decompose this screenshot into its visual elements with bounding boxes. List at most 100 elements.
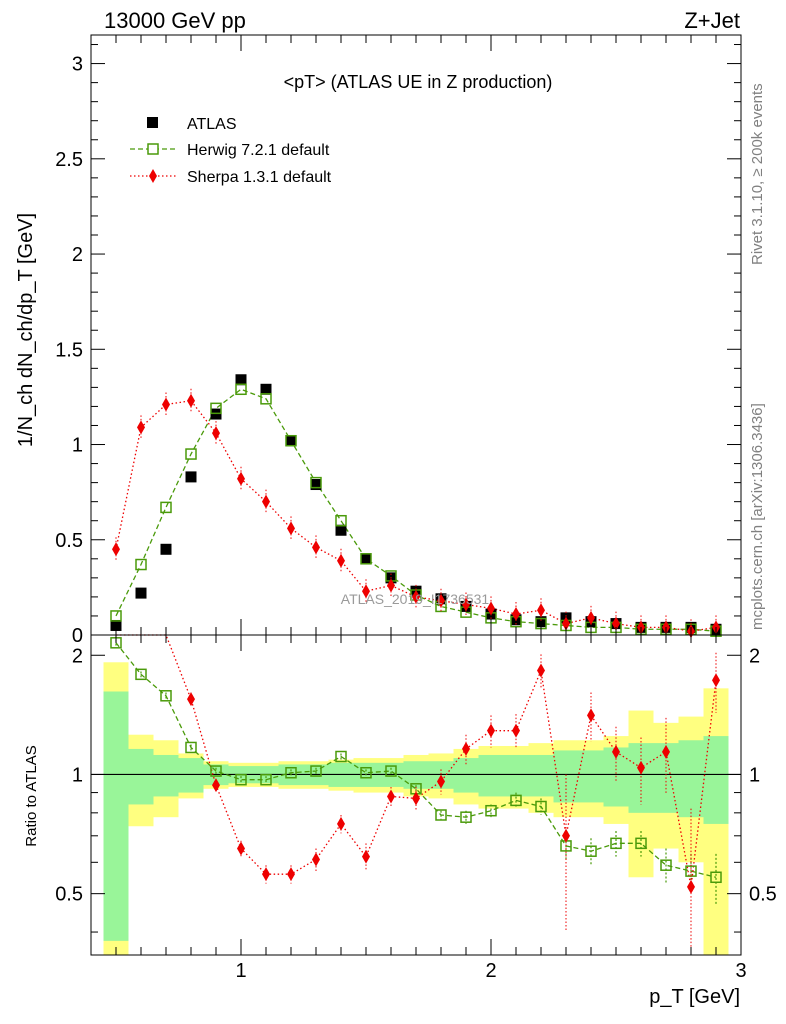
ratio-sherpa-point: [487, 723, 495, 738]
ratio-sherpa-point: [512, 723, 520, 738]
ratio-herwig-point: [260, 773, 272, 786]
ratio-sherpa-point: [412, 791, 420, 806]
main-title: <pT> (ATLAS UE in Z production): [284, 72, 553, 92]
sherpa-point: [187, 393, 195, 408]
sherpa-point: [487, 601, 495, 616]
herwig-point: [285, 434, 297, 447]
atlas-point: [285, 435, 297, 447]
ratio-plot-area: [91, 634, 741, 955]
green-band: [103, 691, 129, 941]
green-band: [178, 758, 204, 793]
ratio-sherpa-point: [662, 744, 670, 759]
legend-herwig-marker: [147, 143, 159, 155]
green-band: [153, 754, 179, 797]
sherpa-point: [162, 397, 170, 412]
herwig-point: [360, 553, 372, 565]
x-tick-label: 1: [235, 960, 246, 982]
sherpa-point: [362, 584, 370, 599]
ratio-y-tick-label: 0.5: [55, 884, 83, 906]
header-right: Z+Jet: [684, 8, 740, 33]
sherpa-point: [537, 603, 545, 618]
ratio-herwig-point: [285, 766, 297, 779]
ratio-sherpa-point: [462, 741, 470, 756]
sherpa-point: [387, 578, 395, 593]
atlas-point: [235, 374, 247, 386]
ratio-herwig-point: [360, 766, 372, 779]
ratio-herwig-point: [335, 750, 347, 763]
ratio-sherpa-point: [587, 708, 595, 723]
atlas-point: [135, 587, 147, 599]
atlas-point: [260, 383, 272, 395]
ratio-herwig-point: [510, 794, 522, 807]
ratio-axes: 0.5 0.5 1 1 2 2 1 2 3: [55, 634, 777, 982]
herwig-point: [160, 501, 172, 514]
ratio-sherpa-point: [362, 849, 370, 864]
ratio-sherpa-point: [237, 841, 245, 856]
ratio-herwig-point: [235, 773, 247, 786]
herwig-point: [235, 383, 247, 396]
main-y-tick-label: 1: [72, 435, 83, 457]
ratio-sherpa-point: [287, 867, 295, 882]
ratio-herwig-point: [610, 837, 622, 850]
green-band: [703, 736, 729, 824]
ratio-sherpa-point: [712, 673, 720, 688]
sherpa-point: [412, 589, 420, 604]
legend-sherpa-label: Sherpa 1.3.1 default: [187, 169, 332, 186]
atlas-point: [335, 524, 347, 536]
ratio-y-tick-label-right: 0.5: [749, 884, 777, 906]
herwig-point: [260, 393, 272, 405]
main-panel: ATLAS_2019_I1736531 <pT> (ATLAS UE in Z …: [15, 34, 742, 647]
sherpa-point: [237, 471, 245, 486]
main-axes: 0 0.5 1 1.5 2 2.5 3: [55, 34, 742, 647]
herwig-point: [185, 448, 197, 460]
main-y-tick-label: 3: [72, 54, 83, 76]
sherpa-point: [287, 521, 295, 536]
ratio-sherpa-point: [187, 692, 195, 707]
legend-herwig-label: Herwig 7.2.1 default: [187, 142, 330, 159]
sherpa-point: [337, 553, 345, 568]
ratio-herwig-point: [185, 741, 197, 754]
ratio-sherpa-point: [437, 774, 445, 789]
green-band: [478, 754, 504, 797]
ratio-herwig-point: [135, 668, 147, 681]
ratio-herwig-point: [210, 765, 222, 777]
sherpa-point: [262, 494, 270, 509]
main-y-tick-label: 0.5: [55, 530, 83, 552]
main-y-tick-label: 2: [72, 244, 83, 266]
ratio-y-tick-label-right: 1: [749, 764, 760, 786]
legend-sherpa-marker: [149, 169, 157, 183]
green-band: [528, 754, 554, 797]
legend-atlas-marker: [147, 117, 158, 128]
ratio-herwig-point: [385, 765, 397, 777]
sherpa-point: [462, 597, 470, 612]
ratio-sherpa-point: [387, 789, 395, 804]
ratio-sherpa-point: [537, 663, 545, 678]
main-y-tick-label: 1.5: [55, 339, 83, 361]
atlas-point: [535, 616, 547, 628]
green-band: [503, 754, 529, 797]
atlas-point: [160, 543, 172, 555]
watermark: ATLAS_2019_I1736531: [341, 591, 490, 607]
ratio-herwig-point: [435, 809, 447, 821]
green-band: [128, 748, 154, 805]
ratio-sherpa-point: [337, 816, 345, 831]
sherpa-point: [587, 610, 595, 625]
ratio-sherpa-point: [687, 879, 695, 894]
ratio-sherpa-point: [612, 744, 620, 759]
legend-atlas-label: ATLAS: [187, 116, 237, 133]
sherpa-point: [212, 426, 220, 441]
main-y-tick-label: 2.5: [55, 149, 83, 171]
x-tick-label: 3: [735, 960, 746, 982]
ratio-y-axis-label: Ratio to ATLAS: [23, 745, 40, 846]
rivet-label: Rivet 3.1.10, ≥ 200k events: [749, 83, 766, 265]
ratio-herwig-point: [460, 811, 472, 823]
main-y-axis-label: 1/N_ch dN_ch/dp_T [GeV]: [15, 213, 37, 447]
ratio-herwig-point: [485, 804, 497, 817]
atlas-point: [110, 619, 122, 631]
herwig-point: [135, 558, 147, 571]
ratio-herwig-point: [310, 765, 322, 777]
ratio-y-tick-label-right: 2: [749, 645, 760, 667]
header-left: 13000 GeV pp: [104, 8, 246, 33]
ratio-herwig-point: [585, 845, 597, 857]
